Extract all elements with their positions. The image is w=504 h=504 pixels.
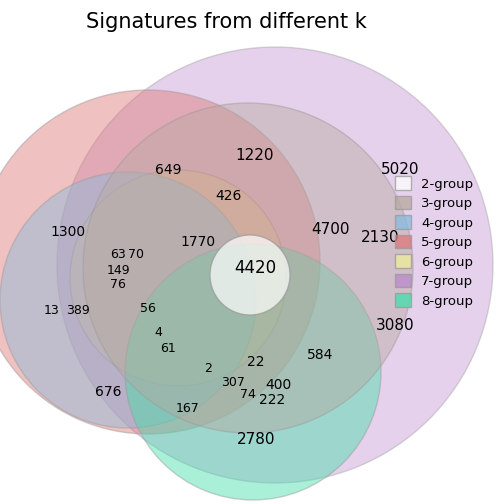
Circle shape [210, 235, 290, 315]
Text: 61: 61 [160, 342, 176, 354]
Text: 5020: 5020 [381, 162, 419, 177]
Text: 63: 63 [110, 248, 126, 262]
Text: 4420: 4420 [234, 259, 276, 277]
Text: 13: 13 [44, 303, 60, 317]
Circle shape [0, 90, 320, 434]
Text: 3080: 3080 [375, 318, 414, 333]
Text: 676: 676 [95, 385, 121, 399]
Circle shape [125, 244, 381, 500]
Text: Signatures from different k: Signatures from different k [86, 12, 367, 32]
Text: 1300: 1300 [50, 225, 86, 239]
Text: 76: 76 [110, 279, 126, 291]
Text: 74: 74 [240, 389, 256, 402]
Text: 222: 222 [259, 393, 285, 407]
Text: 4: 4 [154, 326, 162, 339]
Circle shape [70, 170, 286, 386]
Text: 649: 649 [155, 163, 181, 177]
Text: 4700: 4700 [311, 222, 349, 237]
Text: 400: 400 [265, 378, 291, 392]
Circle shape [0, 172, 256, 428]
Legend: 2-group, 3-group, 4-group, 5-group, 6-group, 7-group, 8-group: 2-group, 3-group, 4-group, 5-group, 6-gr… [395, 176, 473, 307]
Text: 22: 22 [247, 355, 265, 369]
Text: 1770: 1770 [180, 235, 216, 249]
Text: 1220: 1220 [236, 148, 274, 162]
Text: 426: 426 [215, 189, 241, 203]
Text: 2: 2 [204, 361, 212, 374]
Text: 307: 307 [221, 375, 245, 389]
Circle shape [83, 103, 413, 433]
Text: 56: 56 [140, 301, 156, 314]
Text: 584: 584 [307, 348, 333, 362]
Text: 2130: 2130 [361, 230, 399, 245]
Text: 2780: 2780 [237, 432, 275, 448]
Text: 389: 389 [66, 303, 90, 317]
Text: 70: 70 [128, 248, 144, 262]
Text: 167: 167 [176, 402, 200, 414]
Circle shape [57, 47, 493, 483]
Text: 149: 149 [106, 264, 130, 277]
